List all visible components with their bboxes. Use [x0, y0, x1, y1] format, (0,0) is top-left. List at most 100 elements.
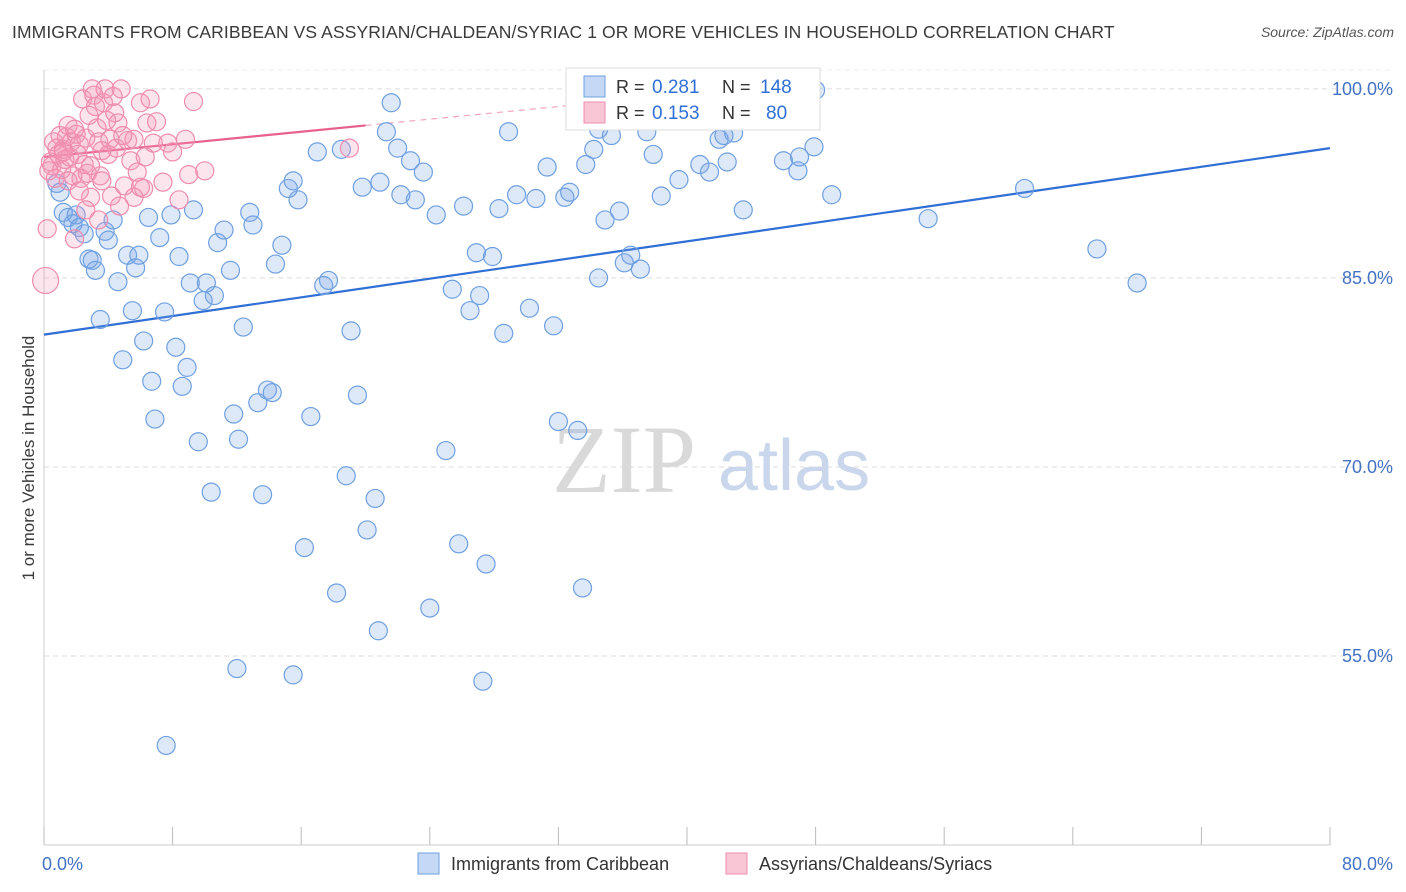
- caribbean-point-65: [347, 385, 368, 405]
- gridlines: [44, 69, 1392, 657]
- y-axis-title: 1 or more Vehicles in Household: [19, 336, 38, 581]
- caribbean-point-30: [172, 376, 192, 396]
- assyrian-point-56: [146, 112, 167, 132]
- assyrian-point-44: [108, 113, 128, 133]
- assyrian-point-54: [140, 89, 160, 109]
- x-tick-labels: 0.0% 80.0%: [42, 854, 1393, 874]
- caribbean-point-76: [413, 162, 433, 182]
- caribbean-point-98: [560, 182, 580, 202]
- legend-swatch-assyrian: [725, 852, 748, 875]
- caribbean-point-44: [233, 317, 253, 337]
- assyrian-point-69: [124, 187, 144, 207]
- caribbean-point-43: [228, 429, 249, 449]
- caribbean-point-48: [253, 485, 273, 505]
- caribbean-point-16: [113, 350, 133, 370]
- source-label: Source: ZipAtlas.com: [1260, 24, 1394, 40]
- caribbean-point-91: [507, 185, 527, 205]
- caribbean-point-13: [98, 230, 118, 250]
- caribbean-point-75: [405, 190, 425, 210]
- caribbean-point-18: [122, 301, 143, 321]
- caribbean-point-85: [470, 285, 490, 306]
- caribbean-point-28: [166, 337, 186, 357]
- caribbean-point-132: [1127, 273, 1147, 293]
- caribbean-point-92: [519, 298, 540, 318]
- caribbean-point-103: [595, 210, 615, 230]
- assyrian-point-78: [39, 161, 59, 181]
- caribbean-point-134: [473, 671, 493, 691]
- caribbean-point-116: [699, 162, 720, 182]
- caribbean-point-80: [442, 279, 462, 299]
- trend-line-assyrian: [43, 124, 366, 159]
- stats-legend-swatch-pink: [583, 101, 606, 124]
- caribbean-point-62: [331, 139, 351, 159]
- stats-r-value-1: 0.281: [652, 77, 700, 98]
- caribbean-point-68: [365, 488, 385, 509]
- stats-n-label-1: N =: [722, 77, 751, 97]
- caribbean-point-42: [224, 404, 244, 424]
- caribbean-point-93: [526, 188, 546, 209]
- caribbean-point-121: [733, 200, 753, 220]
- assyrian-point-50: [127, 162, 147, 182]
- assyrian-point-75: [81, 156, 101, 176]
- caribbean-point-88: [489, 199, 509, 219]
- caribbean-point-79: [436, 440, 456, 461]
- y-tick-label-2: 85.0%: [1342, 268, 1393, 288]
- caribbean-point-99: [568, 420, 588, 441]
- assyrian-point-36: [95, 79, 115, 99]
- assyrian-point-73: [92, 141, 112, 161]
- watermark-zip: ZIP: [552, 406, 696, 513]
- caribbean-point-72: [388, 138, 408, 158]
- caribbean-point-60: [318, 270, 339, 291]
- caribbean-point-113: [669, 170, 689, 190]
- assyrian-point-74: [113, 125, 133, 146]
- caribbean-point-131: [1087, 239, 1107, 259]
- caribbean-point-27: [161, 205, 181, 225]
- assyrian-point-71: [135, 147, 155, 167]
- assyrian-point-49: [124, 129, 144, 149]
- assyrian-point-70: [109, 196, 130, 216]
- assyrian-point-68: [69, 181, 89, 201]
- assyrian-point-79: [339, 138, 360, 158]
- assyrian-point-62: [179, 164, 199, 185]
- caribbean-point-108: [630, 259, 650, 279]
- assyrian-point-77: [53, 142, 73, 162]
- assyrian-point-63: [183, 91, 204, 112]
- caribbean-point-20: [129, 245, 149, 265]
- caribbean-point-29: [169, 246, 189, 267]
- assyrian-point-72: [64, 119, 85, 139]
- stats-n-value-2: 80: [766, 103, 787, 124]
- legend-label-caribbean: Immigrants from Caribbean: [451, 854, 669, 874]
- caribbean-point-100: [576, 154, 596, 175]
- caribbean-point-110: [643, 144, 663, 165]
- caribbean-point-39: [208, 233, 228, 253]
- caribbean-point-25: [150, 228, 170, 248]
- stats-n-value-1: 148: [760, 77, 792, 98]
- assyrian-point-48: [121, 151, 141, 171]
- caribbean-point-78: [426, 205, 446, 225]
- caribbean-point-123: [773, 151, 794, 171]
- caribbean-point-26: [154, 302, 175, 322]
- caribbean-point-137: [227, 658, 247, 679]
- assyrian-point-51: [130, 93, 151, 113]
- assyrian-point-41: [103, 86, 123, 107]
- caribbean-point-71: [381, 93, 401, 113]
- caribbean-point-105: [609, 201, 630, 221]
- chart-title: IMMIGRANTS FROM CARIBBEAN VS ASSYRIAN/CH…: [12, 22, 1115, 42]
- assyrian-point-19: [68, 144, 88, 165]
- caribbean-point-87: [482, 246, 503, 267]
- y-tick-labels: 55.0% 70.0% 85.0% 100.0%: [1332, 79, 1393, 666]
- caribbean-point-73: [391, 185, 411, 205]
- caribbean-point-54: [283, 171, 303, 191]
- caribbean-point-50: [262, 383, 282, 403]
- caribbean-point-31: [177, 357, 197, 377]
- assyrian-point-59: [163, 142, 183, 162]
- legend-swatch-caribbean: [417, 852, 440, 875]
- caribbean-point-82: [453, 196, 474, 216]
- caribbean-point-119: [717, 152, 737, 172]
- caribbean-point-126: [804, 137, 824, 157]
- assyrian-point-34: [92, 171, 112, 191]
- caribbean-point-102: [588, 268, 609, 288]
- assyrian-point-66: [89, 210, 109, 230]
- assyrian-point-64: [195, 161, 215, 181]
- caribbean-point-70: [376, 122, 396, 142]
